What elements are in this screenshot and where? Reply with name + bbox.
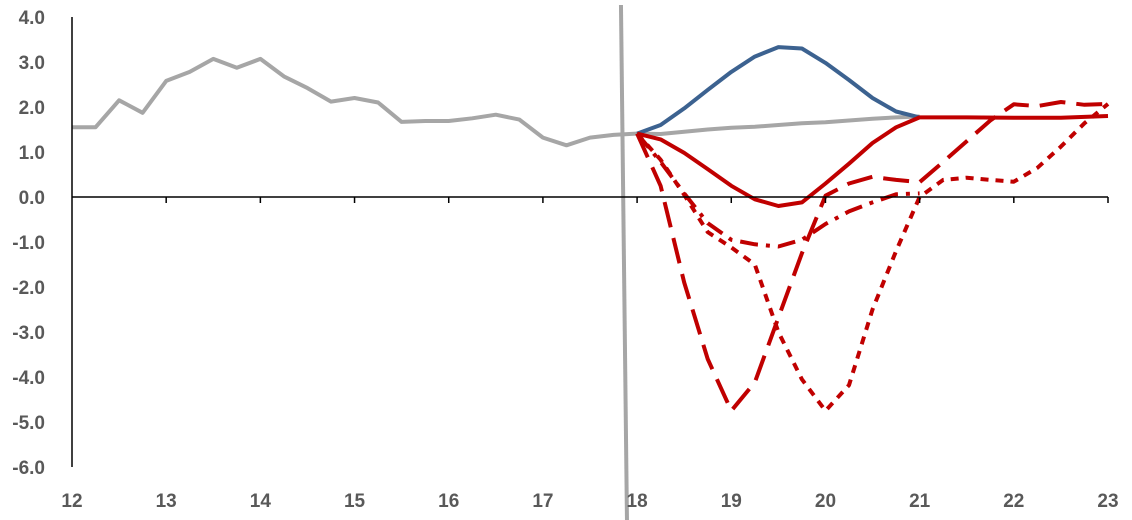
series-line-6 — [635, 102, 1110, 413]
y-tick-label: -3.0 — [12, 323, 45, 344]
y-tick-label: -1.0 — [12, 233, 45, 254]
y-tick-label: 4.0 — [19, 8, 45, 29]
x-tick-label: 14 — [250, 491, 272, 512]
y-tick-label: -5.0 — [12, 413, 45, 434]
y-axis-tick-labels: 4.0 3.0 2.0 1.0 0.0 -1.0 -2.0 -3.0 -4.0 -5.0 -6.0 — [12, 8, 45, 479]
y-tick-label: 3.0 — [19, 53, 45, 74]
vertical-marker-line — [618, 4, 629, 520]
x-tick-label: 23 — [1097, 491, 1118, 512]
series-line-3 — [636, 114, 1109, 208]
series-line-2 — [636, 45, 921, 136]
x-tick-label: 15 — [344, 491, 366, 512]
y-tick-label: 2.0 — [19, 98, 45, 119]
x-tick-label: 12 — [61, 491, 82, 512]
y-tick-label: 0.0 — [19, 188, 45, 209]
x-tick-label: 16 — [438, 491, 459, 512]
x-tick-label: 18 — [627, 491, 648, 512]
y-tick-label: 1.0 — [19, 143, 45, 164]
x-tick-label: 20 — [815, 491, 836, 512]
x-tick-label: 21 — [909, 491, 931, 512]
y-tick-label: -4.0 — [12, 368, 45, 389]
x-tick-label: 22 — [1003, 491, 1024, 512]
x-axis-ticks — [165, 197, 1109, 203]
x-tick-label: 19 — [721, 491, 742, 512]
plot-area — [72, 4, 1110, 520]
x-tick-label: 13 — [156, 491, 177, 512]
x-tick-label: 17 — [532, 491, 553, 512]
x-axis-tick-labels: 12 13 14 15 16 17 18 19 20 21 22 23 — [61, 491, 1118, 512]
y-tick-label: -2.0 — [12, 278, 45, 299]
series-line-4 — [635, 100, 1109, 413]
series-line-1 — [72, 56, 920, 148]
y-tick-label: -6.0 — [12, 458, 45, 479]
